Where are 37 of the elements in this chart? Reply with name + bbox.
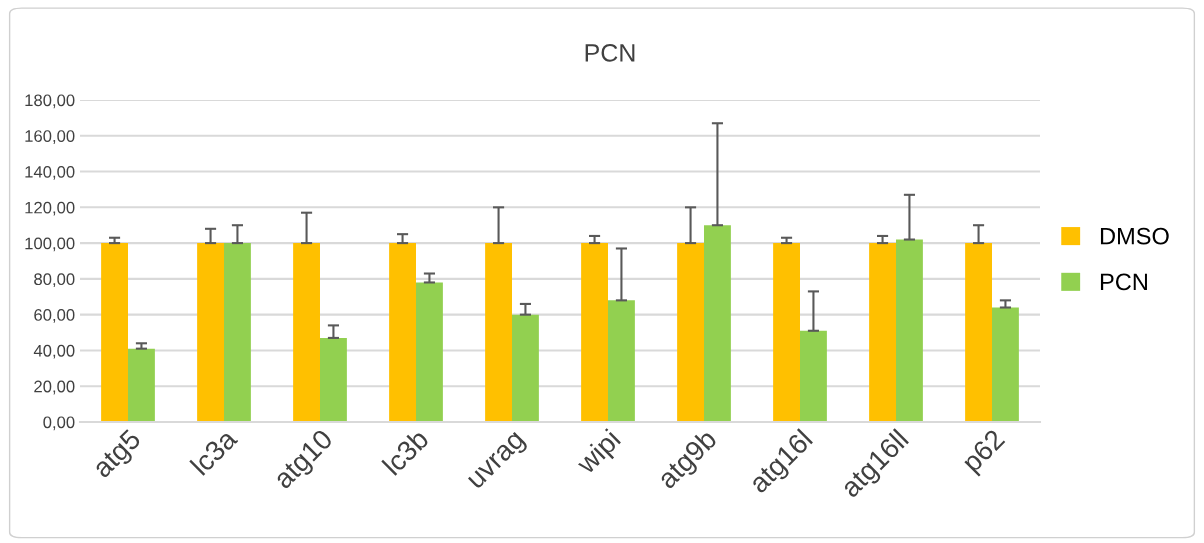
chart-title: PCN <box>585 44 635 62</box>
bar <box>416 282 443 422</box>
bar <box>896 239 923 422</box>
y-tick-label: 40,00 <box>33 344 75 359</box>
y-tick-label: 20,00 <box>34 380 75 395</box>
y-tick-label: 80,00 <box>34 273 75 288</box>
bar <box>320 337 347 422</box>
bar <box>101 243 128 422</box>
bar <box>704 225 731 422</box>
bar <box>800 330 827 422</box>
y-tick-label: 140,00 <box>25 165 75 180</box>
y-tick-label: 120,00 <box>25 201 75 216</box>
bar <box>869 243 896 422</box>
bar <box>128 348 155 422</box>
y-tick-label: 160,00 <box>25 130 75 144</box>
bar <box>512 314 539 422</box>
y-tick-label: 180,00 <box>25 94 75 109</box>
bar <box>608 300 635 422</box>
bar <box>224 243 251 422</box>
bar <box>293 243 320 422</box>
bar <box>581 243 608 422</box>
legend-label: PCN <box>1100 273 1147 291</box>
bar <box>677 243 704 422</box>
y-tick-label: 60,00 <box>34 309 75 323</box>
y-tick-label: 0,00 <box>43 416 75 431</box>
x-tick-label: lc3a <box>189 426 239 476</box>
bar <box>389 243 416 422</box>
bar <box>197 243 224 422</box>
x-tick-label: lc3b <box>381 427 430 476</box>
bar <box>485 243 512 422</box>
y-tick-label: 100,00 <box>25 237 75 252</box>
x-tick-label: p62 <box>961 428 1010 477</box>
bar <box>965 243 992 422</box>
x-tick-label: wipi <box>574 428 625 480</box>
bar <box>773 243 800 422</box>
bar <box>992 307 1019 422</box>
legend-label: DMSO <box>1100 227 1169 245</box>
